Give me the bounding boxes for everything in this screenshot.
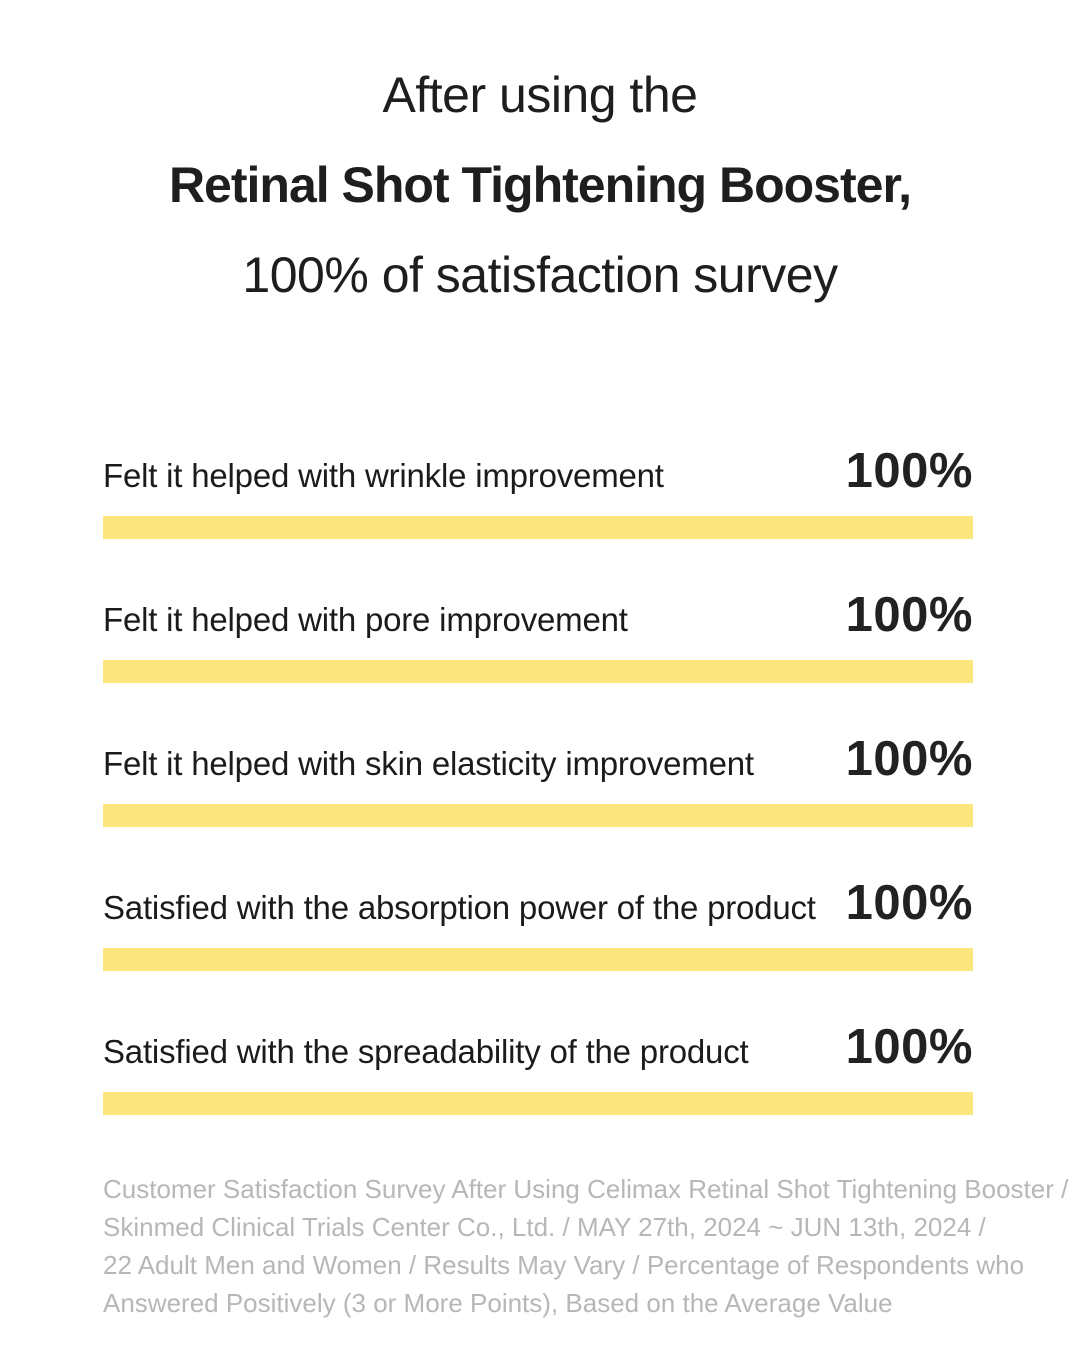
survey-bar	[103, 1092, 973, 1115]
survey-bar	[103, 516, 973, 539]
survey-item-value: 100%	[845, 588, 973, 642]
disclaimer: Customer Satisfaction Survey After Using…	[103, 1170, 1068, 1322]
survey-item-row: Felt it helped with skin elasticity impr…	[103, 734, 973, 784]
survey-item-pore: Felt it helped with pore improvement 100…	[103, 590, 973, 683]
survey-bar-track	[103, 1092, 973, 1115]
survey-item-row: Felt it helped with pore improvement 100…	[103, 590, 973, 640]
survey-item-value: 100%	[845, 444, 973, 498]
disclaimer-line: Answered Positively (3 or More Points), …	[103, 1288, 893, 1318]
title-line-1: After using the	[382, 67, 698, 123]
survey-item-label: Felt it helped with pore improvement	[103, 601, 628, 638]
survey-item-row: Satisfied with the absorption power of t…	[103, 878, 973, 928]
survey-item-value: 100%	[845, 1020, 973, 1074]
survey-item-label: Felt it helped with skin elasticity impr…	[103, 745, 754, 782]
disclaimer-line: 22 Adult Men and Women / Results May Var…	[103, 1250, 1025, 1280]
survey-bar	[103, 948, 973, 971]
survey-item-absorption: Satisfied with the absorption power of t…	[103, 878, 973, 971]
survey-item-row: Felt it helped with wrinkle improvement …	[103, 446, 973, 496]
survey-item-spreadability: Satisfied with the spreadability of the …	[103, 1022, 973, 1115]
survey-item-value: 100%	[845, 876, 973, 930]
survey-item-row: Satisfied with the spreadability of the …	[103, 1022, 973, 1072]
survey-bar-track	[103, 660, 973, 683]
survey-bar-track	[103, 804, 973, 827]
survey-item-value: 100%	[845, 732, 973, 786]
survey-results-list: Felt it helped with wrinkle improvement …	[103, 446, 973, 1115]
page-title: After using the Retinal Shot Tightening …	[0, 0, 1080, 320]
survey-item-elasticity: Felt it helped with skin elasticity impr…	[103, 734, 973, 827]
survey-item-label: Felt it helped with wrinkle improvement	[103, 457, 664, 494]
title-line-2: Retinal Shot Tightening Booster,	[168, 157, 912, 213]
survey-bar-track	[103, 516, 973, 539]
survey-item-label: Satisfied with the absorption power of t…	[103, 889, 816, 926]
title-line-3: 100% of satisfaction survey	[242, 247, 838, 303]
survey-item-wrinkle: Felt it helped with wrinkle improvement …	[103, 446, 973, 539]
disclaimer-line: Skinmed Clinical Trials Center Co., Ltd.…	[103, 1212, 986, 1242]
survey-bar-track	[103, 948, 973, 971]
survey-bar	[103, 660, 973, 683]
survey-item-label: Satisfied with the spreadability of the …	[103, 1033, 749, 1070]
survey-bar	[103, 804, 973, 827]
disclaimer-line: Customer Satisfaction Survey After Using…	[103, 1174, 1069, 1204]
